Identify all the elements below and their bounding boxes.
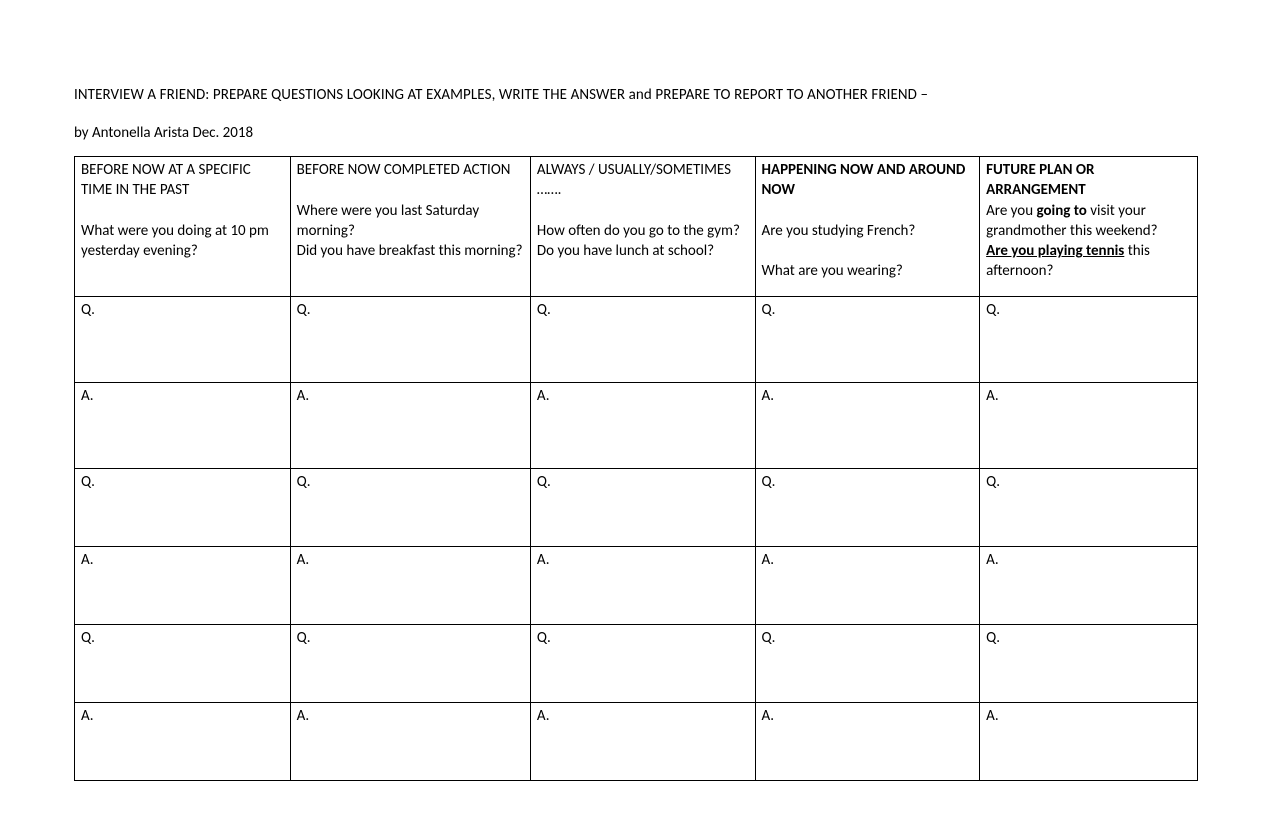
question-cell: Q.: [290, 625, 530, 703]
answer-cell: A.: [530, 547, 755, 625]
question-cell: Q.: [530, 469, 755, 547]
question-cell: Q.: [75, 469, 291, 547]
answer-cell: A.: [980, 547, 1198, 625]
worksheet-table: BEFORE NOW AT A SPECIFIC TIME IN THE PAS…: [74, 156, 1198, 781]
answer-cell: A.: [980, 703, 1198, 781]
answer-cell: A.: [755, 547, 980, 625]
question-cell: Q.: [755, 469, 980, 547]
answer-cell: A.: [290, 703, 530, 781]
column-header-4: HAPPENING NOW AND AROUND NOWAre you stud…: [755, 157, 980, 297]
answer-cell: A.: [75, 383, 291, 469]
question-cell: Q.: [980, 625, 1198, 703]
answer-cell: A.: [290, 383, 530, 469]
answer-cell: A.: [75, 547, 291, 625]
column-header-3: ALWAYS / USUALLY/SOMETIMES …….How often …: [530, 157, 755, 297]
question-cell: Q.: [75, 625, 291, 703]
column-header-2: BEFORE NOW COMPLETED ACTIONWhere were yo…: [290, 157, 530, 297]
question-cell: Q.: [290, 297, 530, 383]
question-cell: Q.: [980, 469, 1198, 547]
byline: by Antonella Arista Dec. 2018: [74, 124, 1198, 142]
question-cell: Q.: [980, 297, 1198, 383]
worksheet-page: INTERVIEW A FRIEND: PREPARE QUESTIONS LO…: [0, 0, 1272, 816]
question-cell: Q.: [755, 297, 980, 383]
answer-cell: A.: [980, 383, 1198, 469]
answer-cell: A.: [290, 547, 530, 625]
page-title: INTERVIEW A FRIEND: PREPARE QUESTIONS LO…: [74, 86, 1198, 104]
question-cell: Q.: [530, 625, 755, 703]
question-cell: Q.: [755, 625, 980, 703]
answer-cell: A.: [755, 703, 980, 781]
question-cell: Q.: [290, 469, 530, 547]
answer-cell: A.: [530, 703, 755, 781]
column-header-5: FUTURE PLAN OR ARRANGEMENTAre you going …: [980, 157, 1198, 297]
question-cell: Q.: [75, 297, 291, 383]
question-cell: Q.: [530, 297, 755, 383]
answer-cell: A.: [755, 383, 980, 469]
column-header-1: BEFORE NOW AT A SPECIFIC TIME IN THE PAS…: [75, 157, 291, 297]
answer-cell: A.: [530, 383, 755, 469]
answer-cell: A.: [75, 703, 291, 781]
